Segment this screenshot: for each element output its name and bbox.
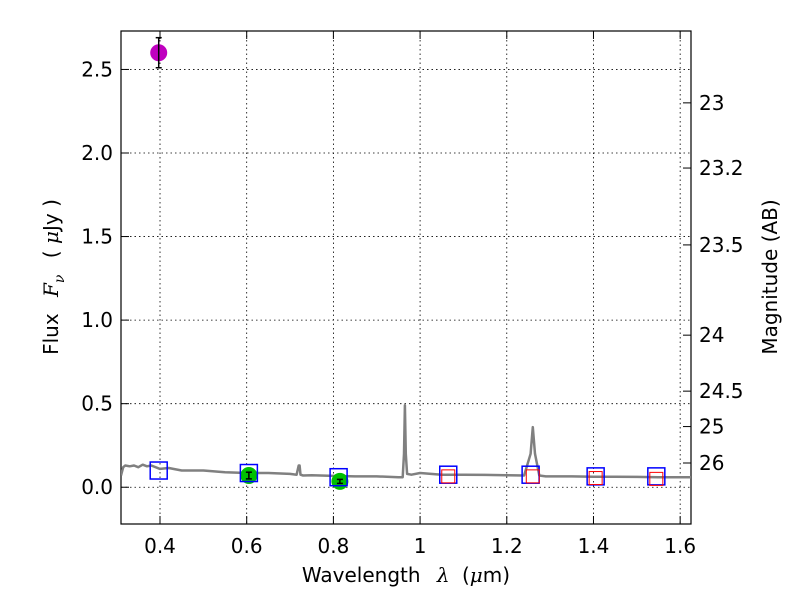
plot-frame <box>120 30 692 525</box>
model-photometry-box <box>647 467 666 486</box>
x-axis-label-symbol: λ <box>436 563 450 587</box>
y-tick-label: 0.5 <box>81 392 113 416</box>
y2-axis-label: Magnitude (AB) <box>758 199 782 354</box>
y2-tick-label: 26 <box>699 451 724 475</box>
y-axis-label-unit-open: ( <box>39 250 63 258</box>
y2-tick-label: 23.2 <box>699 156 744 180</box>
y-axis-label-subscript: ν <box>52 274 68 283</box>
y2-tick-labels: 23 23.2 23.5 24 24.5 25 26 <box>699 91 744 475</box>
axis-ticks <box>121 31 691 524</box>
x-axis-label: Wavelength λ (μm) <box>302 563 510 587</box>
x-axis-label-text: Wavelength <box>302 563 421 587</box>
model-photometry-box <box>329 467 348 487</box>
y2-tick-label: 24.5 <box>699 379 744 403</box>
y2-tick-label: 23 <box>699 91 724 115</box>
model-photometry-box <box>239 463 259 483</box>
upper-limit-box <box>441 469 456 484</box>
y2-tick-label: 25 <box>699 415 724 439</box>
x-axis-label-unit-mu: μ <box>470 563 483 587</box>
x-tick-label: 0.8 <box>317 534 349 558</box>
y-axis-label-unit-rest: Jy ) <box>39 199 63 233</box>
measured-points <box>150 36 349 490</box>
x-tick-label: 0.6 <box>231 534 263 558</box>
y-axis-label-symbol: F <box>39 282 63 298</box>
x-tick-label: 0.4 <box>144 534 176 558</box>
y-tick-labels: 0.0 0.5 1.0 1.5 2.0 2.5 <box>81 57 113 499</box>
x-tick-label: 1.6 <box>664 534 696 558</box>
model-photometry-box <box>149 461 168 480</box>
y2-tick-label: 23.5 <box>699 233 744 257</box>
model-spectrum-line <box>121 404 691 479</box>
x-axis-label-unit-rest: m) <box>483 563 510 587</box>
y-axis-label-unit-mu: μ <box>39 231 63 244</box>
upper-limit-box <box>588 471 603 486</box>
grid-lines <box>121 31 691 524</box>
y-tick-label: 0.0 <box>81 475 113 499</box>
y-tick-label: 1.5 <box>81 225 113 249</box>
y-tick-label: 2.5 <box>81 57 113 81</box>
y-axis-label: Flux Fν ( μJy ) <box>39 199 69 355</box>
y2-tick-label: 24 <box>699 323 724 347</box>
y-tick-label: 2.0 <box>81 141 113 165</box>
x-axis-label-unit-open: ( <box>462 563 470 587</box>
x-tick-label: 1 <box>414 534 427 558</box>
upper-limit-box <box>525 469 540 484</box>
upper-limit-boxes <box>441 469 664 486</box>
y-tick-label: 1.0 <box>81 308 113 332</box>
x-tick-label: 1.4 <box>578 534 610 558</box>
x-tick-labels: 0.4 0.6 0.8 1 1.2 1.4 1.6 <box>144 534 696 558</box>
upper-limit-box <box>649 471 664 486</box>
y-axis-label-text: Flux <box>39 313 63 355</box>
x-tick-label: 1.2 <box>491 534 523 558</box>
